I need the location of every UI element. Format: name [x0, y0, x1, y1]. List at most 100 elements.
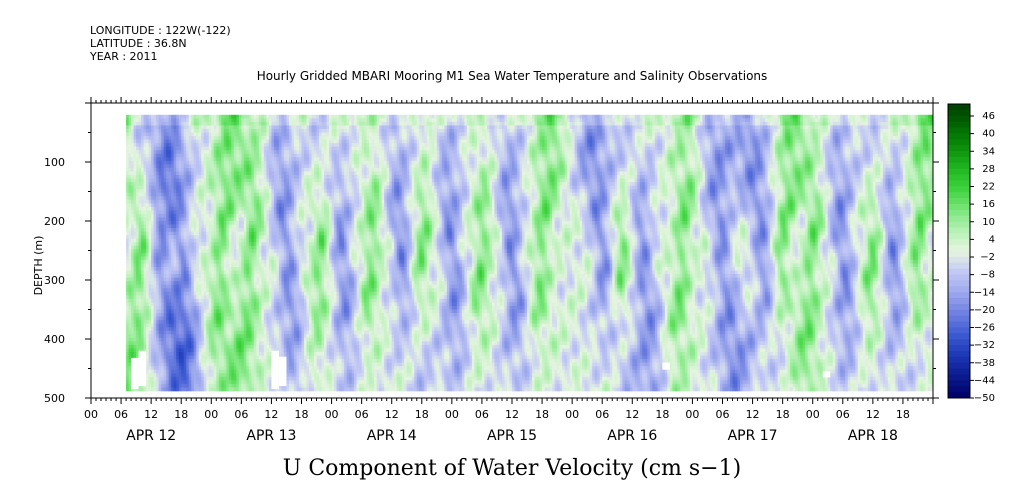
heatmap-cell	[211, 362, 215, 367]
heatmap-cell	[188, 305, 192, 310]
heatmap-cell	[171, 245, 175, 250]
heatmap-cell	[243, 355, 247, 360]
heatmap-cell	[213, 267, 217, 271]
heatmap-cell	[228, 249, 232, 254]
heatmap-cell	[166, 228, 170, 233]
heatmap-cell	[171, 376, 175, 381]
heatmap-cell	[176, 359, 180, 363]
heatmap-cell	[181, 132, 185, 137]
heatmap-cell	[183, 291, 187, 296]
heatmap-cell	[186, 167, 190, 172]
heatmap-cell	[158, 337, 162, 342]
heatmap-cell	[186, 313, 190, 317]
heatmap-cell	[126, 249, 129, 254]
heatmap-cell	[201, 334, 205, 339]
heatmap-cell	[196, 355, 200, 360]
heatmap-cell	[171, 206, 175, 211]
heatmap-cell	[196, 295, 200, 300]
heatmap-cell	[196, 305, 200, 310]
heatmap-cell	[226, 252, 230, 257]
heatmap-cell	[146, 139, 150, 144]
heatmap-cell	[148, 231, 152, 236]
heatmap-cell	[146, 309, 150, 314]
heatmap-cell	[151, 295, 155, 300]
heatmap-cell	[266, 136, 270, 140]
heatmap-cell	[246, 267, 250, 271]
heatmap-cell	[283, 228, 287, 233]
heatmap-cell	[183, 270, 187, 275]
heatmap-cell	[226, 337, 230, 342]
heatmap-cell	[196, 274, 200, 279]
heatmap-cell	[196, 320, 200, 325]
heatmap-cell	[243, 295, 247, 300]
heatmap-cell	[166, 320, 170, 325]
heatmap-cell	[258, 228, 262, 233]
heatmap-cell	[138, 189, 142, 194]
heatmap-cell	[196, 136, 200, 140]
heatmap-cell	[261, 136, 265, 140]
heatmap-cell	[251, 182, 255, 186]
heatmap-cell	[173, 143, 177, 148]
heatmap-cell	[238, 348, 242, 353]
heatmap-cell	[153, 334, 157, 339]
heatmap-cell	[256, 221, 260, 225]
heatmap-cell	[258, 192, 262, 197]
heatmap-cell	[143, 221, 147, 225]
heatmap-cell	[156, 157, 160, 162]
heatmap-cell	[211, 302, 215, 307]
heatmap-cell	[206, 185, 210, 190]
heatmap-cell	[186, 132, 190, 137]
heatmap-cell	[273, 217, 277, 222]
heatmap-cell	[233, 362, 237, 367]
heatmap-cell	[153, 288, 157, 293]
heatmap-cell	[188, 164, 192, 169]
heatmap-cell	[136, 284, 140, 289]
heatmap-cell	[251, 185, 255, 190]
heatmap-cell	[251, 277, 255, 282]
heatmap-cell	[273, 189, 277, 194]
heatmap-cell	[133, 245, 137, 250]
heatmap-cell	[231, 164, 235, 169]
heatmap-cell	[201, 189, 205, 194]
heatmap-cell	[241, 153, 245, 158]
heatmap-cell	[271, 316, 275, 321]
heatmap-cell	[273, 213, 277, 218]
heatmap-cell	[278, 192, 282, 197]
heatmap-cell	[131, 263, 135, 268]
heatmap-cell	[178, 263, 182, 268]
heatmap-cell	[251, 334, 255, 339]
heatmap-cell	[178, 146, 182, 151]
heatmap-cell	[273, 235, 277, 240]
heatmap-cell	[226, 121, 230, 126]
heatmap-cell	[133, 125, 137, 130]
heatmap-cell	[251, 281, 255, 286]
heatmap-cell	[166, 189, 170, 194]
heatmap-cell	[271, 182, 275, 186]
heatmap-cell	[273, 224, 277, 229]
heatmap-cell	[163, 182, 167, 186]
heatmap-cell	[138, 341, 142, 346]
heatmap-cell	[186, 171, 190, 176]
heatmap-cell	[158, 344, 162, 349]
heatmap-cell	[166, 160, 170, 165]
heatmap-cell	[263, 263, 267, 268]
heatmap-cell	[271, 302, 275, 307]
heatmap-cell	[136, 256, 140, 261]
heatmap-cell	[136, 351, 140, 356]
heatmap-cell	[183, 174, 187, 179]
heatmap-cell	[156, 210, 160, 215]
heatmap-cell	[181, 256, 185, 261]
heatmap-cell	[198, 288, 202, 293]
heatmap-cell	[151, 355, 155, 360]
heatmap-cell	[243, 235, 247, 240]
heatmap-cell	[138, 334, 142, 339]
heatmap-cell	[156, 167, 160, 172]
heatmap-cell	[151, 313, 155, 317]
heatmap-cell	[143, 128, 147, 133]
heatmap-cell	[228, 369, 232, 374]
heatmap-cell	[231, 252, 235, 257]
heatmap-cell	[263, 242, 267, 247]
heatmap-cell	[146, 224, 150, 229]
heatmap-cell	[221, 355, 225, 360]
heatmap-cell	[163, 114, 167, 119]
